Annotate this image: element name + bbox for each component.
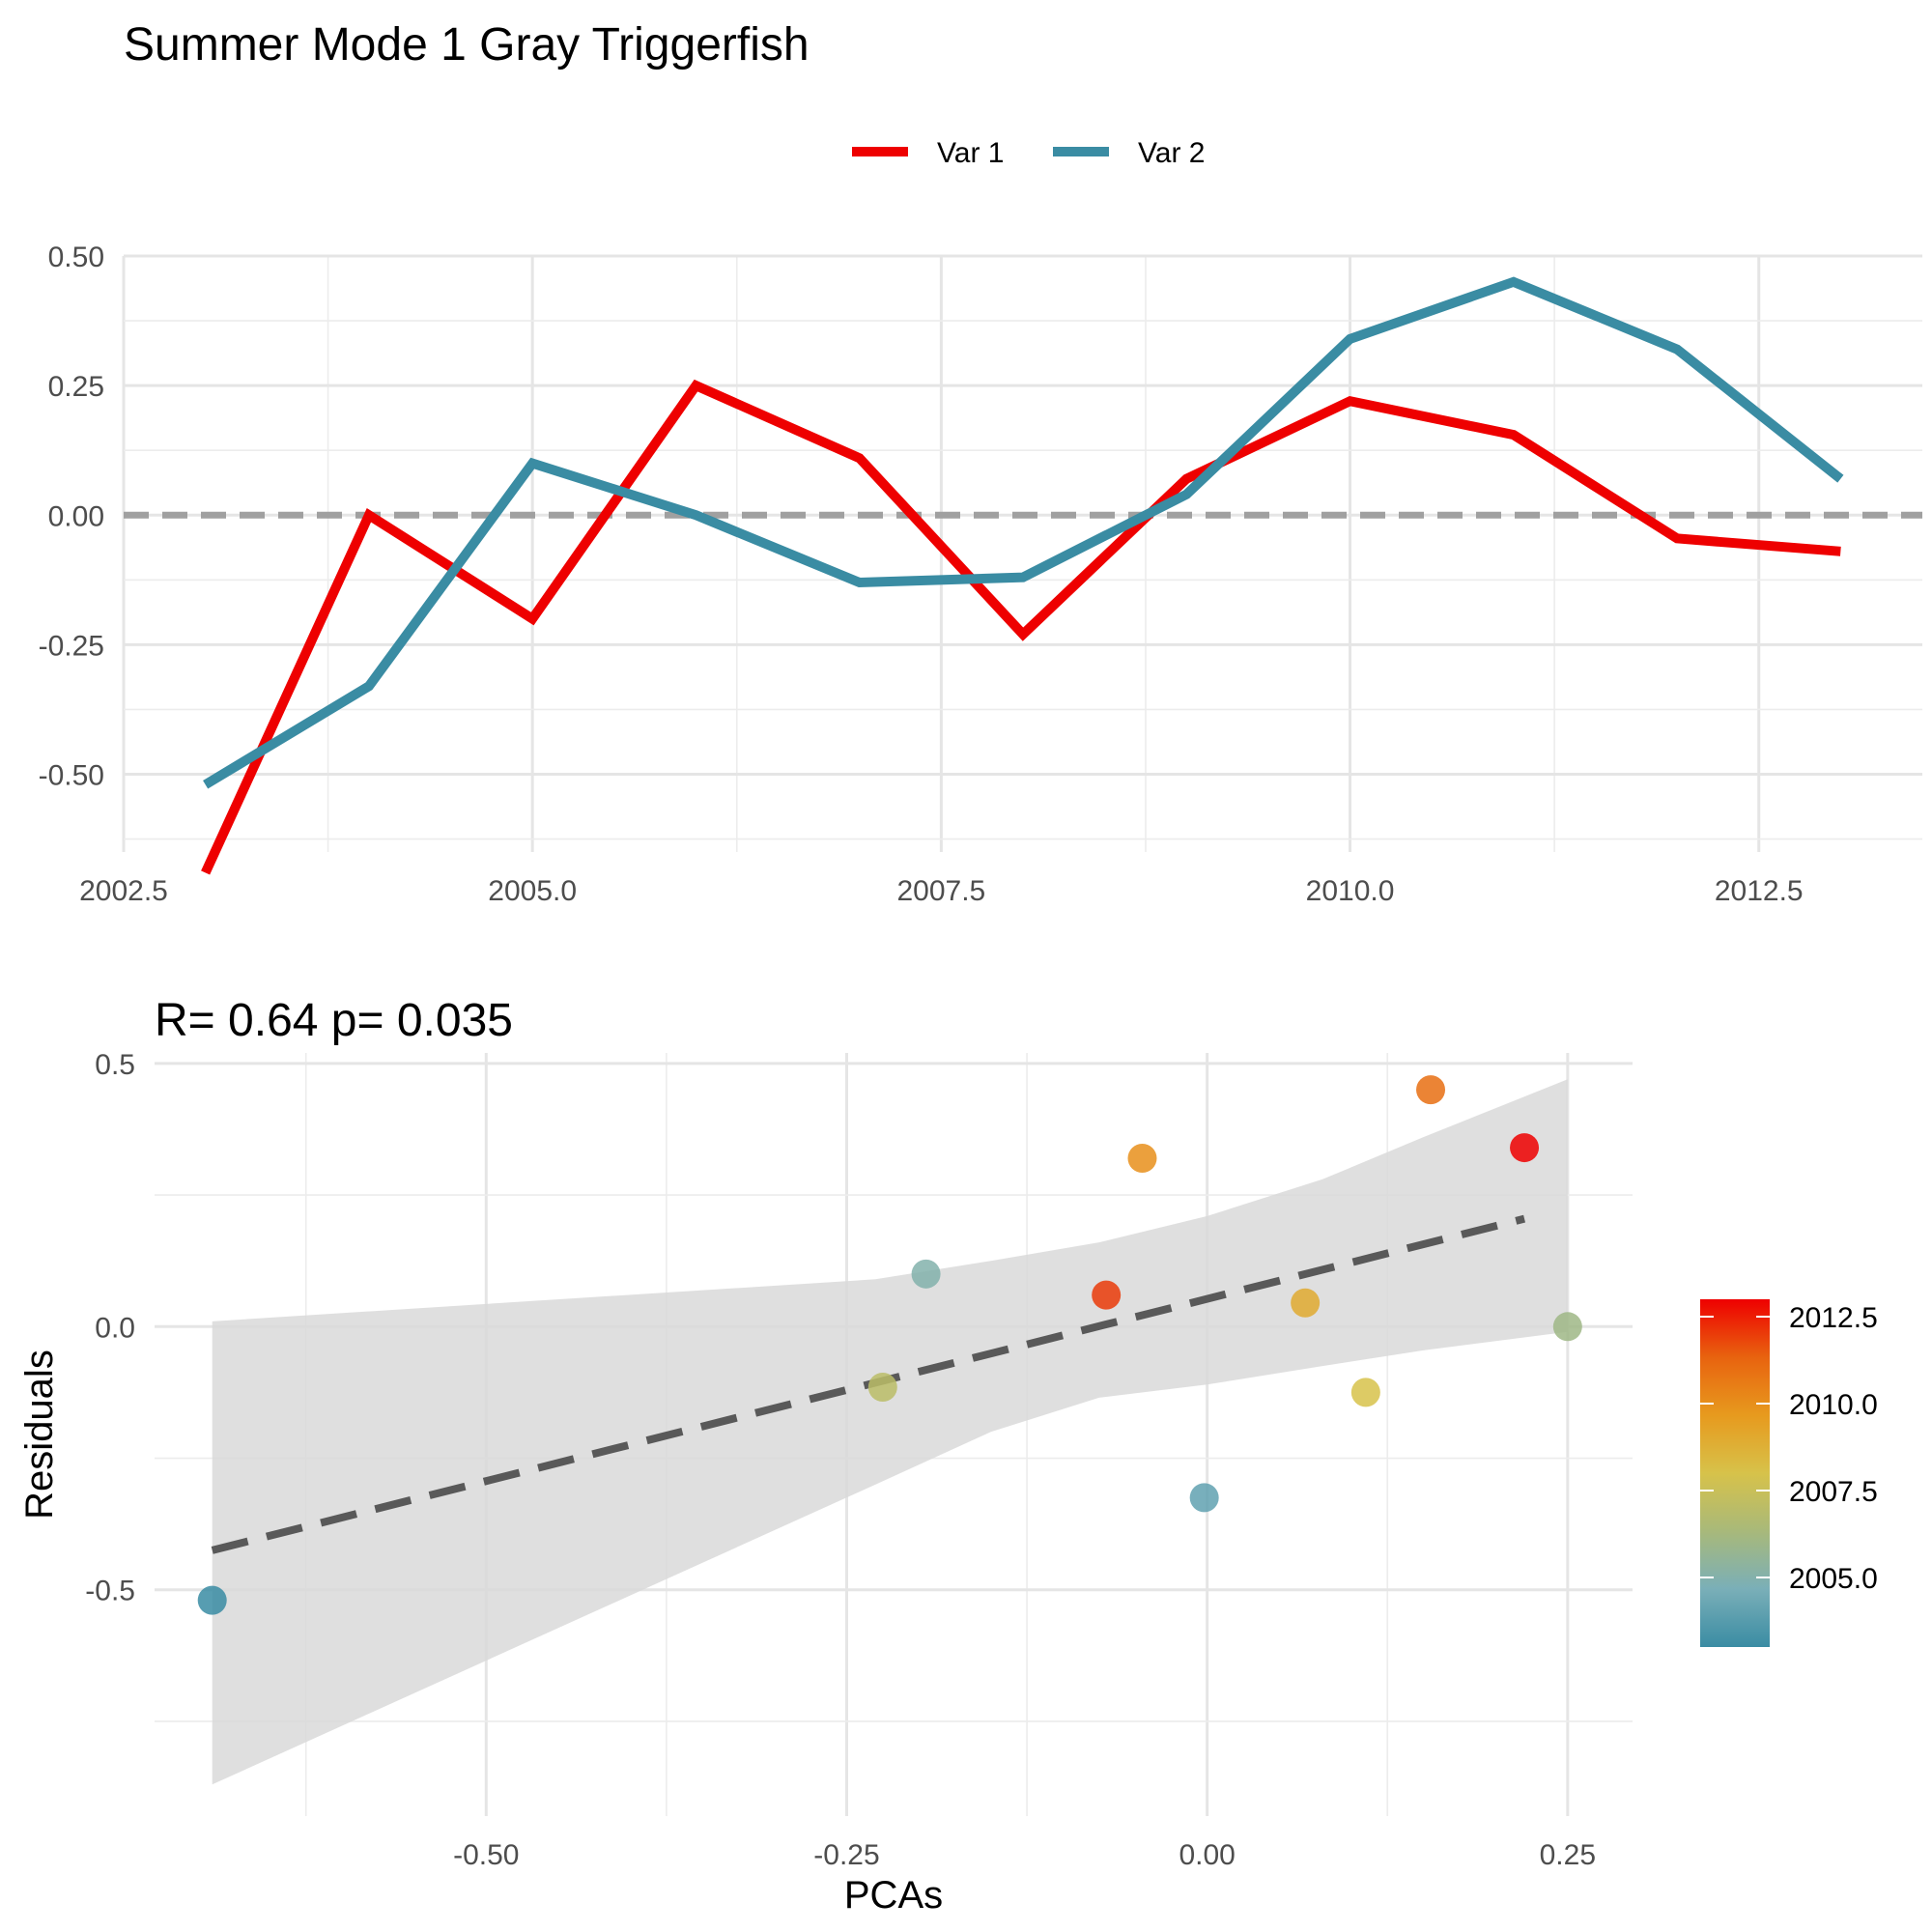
bottom-x-tick-label: -0.25 xyxy=(813,1839,879,1871)
bottom-scatter-chart: R= 0.64 p= 0.035 -0.50 -0.25 0.00 0.25 -0.5 0.… xyxy=(18,995,1878,1917)
bottom-y-tick-label: 0.5 xyxy=(95,1049,135,1081)
scatter-point xyxy=(1291,1288,1321,1318)
series-line-var-2 xyxy=(203,276,1844,789)
bottom-x-tick-label: -0.50 xyxy=(453,1839,519,1871)
regression-fit-line xyxy=(211,1214,1526,1554)
top-y-tick-label: -0.50 xyxy=(39,760,104,792)
top-line-chart: 2002.5 2005.0 2007.5 2010.0 2012.5 -0.50 -0.25… xyxy=(39,242,1922,907)
x-axis-title: PCAs xyxy=(844,1874,943,1917)
scatter-point xyxy=(197,1585,227,1615)
series-line-var-1 xyxy=(201,379,1841,875)
colorbar-tick-label: 2005.0 xyxy=(1789,1563,1878,1595)
bottom-x-tick-label: 0.00 xyxy=(1179,1839,1235,1871)
top-x-tick-label: 2007.5 xyxy=(896,875,985,907)
top-grid xyxy=(122,254,1922,852)
top-legend: Var 1 Var 2 xyxy=(852,137,1205,169)
bottom-y-tick-label: -0.5 xyxy=(85,1576,135,1607)
top-x-tick-label: 2005.0 xyxy=(488,875,577,907)
bottom-y-tick-label: 0.0 xyxy=(95,1312,135,1344)
scatter-point xyxy=(1350,1378,1380,1407)
scatter-point xyxy=(1552,1312,1582,1342)
scatter-point xyxy=(1127,1143,1157,1173)
colorbar xyxy=(1700,1299,1770,1647)
top-x-tick-label: 2002.5 xyxy=(79,875,168,907)
top-x-tick-label: 2012.5 xyxy=(1715,875,1804,907)
top-y-tick-label: 0.00 xyxy=(48,500,104,532)
legend-label: Var 2 xyxy=(1138,137,1205,169)
colorbar-tick-label: 2012.5 xyxy=(1789,1302,1878,1334)
chart-title: Summer Mode 1 Gray Triggerfish xyxy=(124,19,810,71)
top-y-tick-label: -0.25 xyxy=(39,630,104,662)
colorbar-tick-label: 2010.0 xyxy=(1789,1389,1878,1421)
top-y-tick-label: 0.50 xyxy=(48,242,104,273)
scatter-point xyxy=(1510,1133,1540,1163)
bottom-x-tick-label: 0.25 xyxy=(1540,1839,1596,1871)
y-axis-title: Residuals xyxy=(18,1350,61,1520)
scatter-stats-title: R= 0.64 p= 0.035 xyxy=(155,995,513,1046)
scatter-point xyxy=(1092,1280,1122,1310)
scatter-point xyxy=(867,1372,897,1402)
top-y-tick-label: 0.25 xyxy=(48,371,104,403)
colorbar-tick-label: 2007.5 xyxy=(1789,1476,1878,1508)
scatter-point xyxy=(911,1259,941,1289)
top-x-tick-label: 2010.0 xyxy=(1306,875,1395,907)
scatter-point xyxy=(1189,1483,1219,1513)
scatter-point xyxy=(1416,1075,1446,1105)
legend-label: Var 1 xyxy=(937,137,1004,169)
confidence-band xyxy=(212,1079,1568,1785)
